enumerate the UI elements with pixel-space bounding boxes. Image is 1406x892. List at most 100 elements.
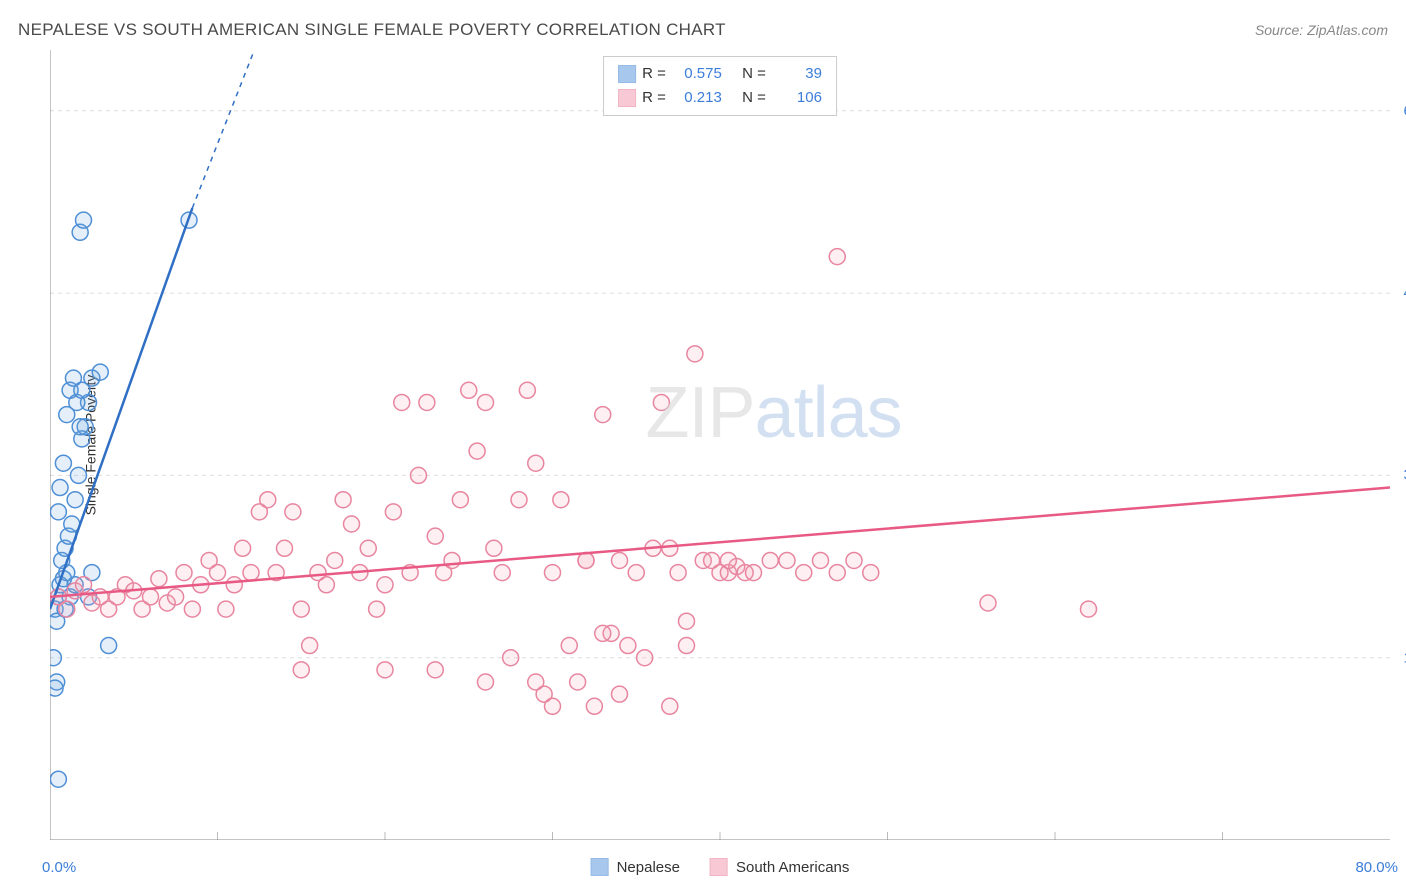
data-point xyxy=(427,662,443,678)
legend-swatch xyxy=(618,89,636,107)
data-point xyxy=(377,662,393,678)
data-point xyxy=(545,698,561,714)
data-point xyxy=(662,540,678,556)
data-point xyxy=(687,346,703,362)
data-point xyxy=(143,589,159,605)
x-axis-min-label: 0.0% xyxy=(42,859,76,876)
data-point xyxy=(70,467,86,483)
data-point xyxy=(863,565,879,581)
data-point xyxy=(277,540,293,556)
legend-series-label: South Americans xyxy=(736,859,849,876)
data-point xyxy=(377,577,393,593)
source-attribution: Source: ZipAtlas.com xyxy=(1255,22,1388,38)
legend-n-value: 39 xyxy=(772,62,822,86)
data-point xyxy=(511,492,527,508)
data-point xyxy=(662,698,678,714)
legend-swatch xyxy=(618,65,636,83)
data-point xyxy=(519,382,535,398)
data-point xyxy=(293,662,309,678)
data-point xyxy=(637,650,653,666)
data-point xyxy=(235,540,251,556)
data-point xyxy=(528,455,544,471)
data-point xyxy=(360,540,376,556)
data-point xyxy=(620,638,636,654)
data-point xyxy=(302,638,318,654)
data-point xyxy=(653,394,669,410)
data-point xyxy=(829,565,845,581)
legend-r-value: 0.575 xyxy=(672,62,722,86)
data-point xyxy=(561,638,577,654)
data-point xyxy=(218,601,234,617)
legend-correlation-row: R =0.575 N =39 xyxy=(618,62,822,86)
legend-series-item: South Americans xyxy=(710,858,849,876)
data-point xyxy=(260,492,276,508)
data-point xyxy=(427,528,443,544)
data-point xyxy=(796,565,812,581)
data-point xyxy=(285,504,301,520)
data-point xyxy=(318,577,334,593)
data-point xyxy=(503,650,519,666)
data-point xyxy=(50,504,66,520)
data-point xyxy=(612,552,628,568)
data-point xyxy=(628,565,644,581)
data-point xyxy=(385,504,401,520)
data-point xyxy=(486,540,502,556)
data-point xyxy=(293,601,309,617)
data-point xyxy=(226,577,242,593)
data-point xyxy=(50,650,61,666)
data-point xyxy=(762,552,778,568)
legend-series-label: Nepalese xyxy=(617,859,680,876)
legend-r-label: R = xyxy=(642,86,666,110)
data-point xyxy=(50,771,66,787)
data-point xyxy=(779,552,795,568)
data-point xyxy=(846,552,862,568)
data-point xyxy=(528,674,544,690)
data-point xyxy=(67,492,83,508)
data-point xyxy=(813,552,829,568)
legend-correlation-box: R =0.575 N =39R =0.213 N =106 xyxy=(603,56,837,116)
chart-container: Single Female Poverty ZIPatlas R =0.575 … xyxy=(50,50,1390,840)
data-point xyxy=(176,565,192,581)
legend-series: Nepalese South Americans xyxy=(591,858,850,876)
legend-correlation-row: R =0.213 N =106 xyxy=(618,86,822,110)
data-point xyxy=(55,455,71,471)
data-point xyxy=(679,613,695,629)
data-point xyxy=(595,625,611,641)
data-point xyxy=(92,364,108,380)
data-point xyxy=(76,577,92,593)
legend-n-label: N = xyxy=(742,86,766,110)
data-point xyxy=(72,419,88,435)
trend-line-extension xyxy=(192,50,254,208)
data-point xyxy=(76,212,92,228)
data-point xyxy=(980,595,996,611)
data-point xyxy=(52,480,68,496)
data-point xyxy=(327,552,343,568)
legend-r-label: R = xyxy=(642,62,666,86)
data-point xyxy=(670,565,686,581)
data-point xyxy=(545,565,561,581)
data-point xyxy=(469,443,485,459)
data-point xyxy=(1081,601,1097,617)
data-point xyxy=(419,394,435,410)
data-point xyxy=(243,565,259,581)
legend-n-value: 106 xyxy=(772,86,822,110)
data-point xyxy=(595,407,611,423)
data-point xyxy=(829,249,845,265)
data-point xyxy=(411,467,427,483)
data-point xyxy=(612,686,628,702)
data-point xyxy=(679,638,695,654)
data-point xyxy=(461,382,477,398)
data-point xyxy=(444,552,460,568)
data-point xyxy=(720,552,736,568)
legend-n-label: N = xyxy=(742,62,766,86)
scatter-plot xyxy=(50,50,1390,840)
legend-r-value: 0.213 xyxy=(672,86,722,110)
data-point xyxy=(452,492,468,508)
header: NEPALESE VS SOUTH AMERICAN SINGLE FEMALE… xyxy=(18,20,1388,40)
data-point xyxy=(478,674,494,690)
data-point xyxy=(553,492,569,508)
data-point xyxy=(746,565,762,581)
chart-title: NEPALESE VS SOUTH AMERICAN SINGLE FEMALE… xyxy=(18,20,726,40)
legend-series-item: Nepalese xyxy=(591,858,680,876)
data-point xyxy=(210,565,226,581)
